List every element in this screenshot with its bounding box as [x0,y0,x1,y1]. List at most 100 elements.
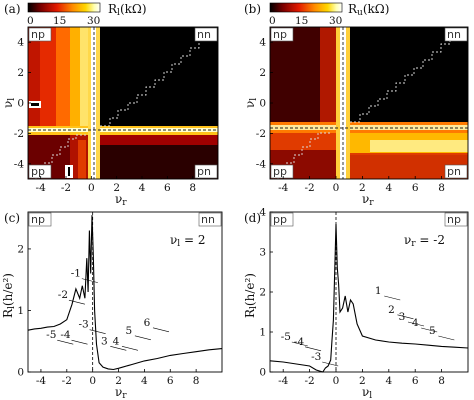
quadrant-b-nn: nn [444,27,468,42]
ytick-label: 4 [259,37,266,49]
ytick-label: -4 [256,158,267,170]
svg-text:np: np [31,28,45,41]
svg-text:nn: nn [447,28,461,41]
label-leader [121,346,139,351]
curve-label: 3 [399,311,406,323]
label-leader [110,346,127,351]
curve-label: -3 [311,351,321,363]
label-leader [152,327,170,333]
quadrant-c-nn: nn [198,212,222,227]
plot-c-annotation: νl = 2 [170,233,206,249]
plot-d-xlabel: νl [362,385,372,400]
xtick-label: 4 [385,375,392,387]
xtick-label: 4 [385,182,392,194]
label-leader [384,295,401,301]
panel-a: (a) 0 15 30 Rl(kΩ) np nn [1,2,219,208]
xtick-label: 8 [438,182,445,194]
xtick-label: -2 [304,375,314,387]
svg-text:pp: pp [273,213,287,226]
label-leader [89,329,106,334]
heatmap-a-xlabel: νr [115,192,127,208]
svg-text:nn: nn [197,28,211,41]
ytick-label: 2 [259,287,266,299]
curve-label: -1 [71,268,81,280]
label-leader [407,321,425,327]
xtick-label: 2 [359,182,366,194]
heatmap-a-ylabel: νl [1,98,17,108]
heatmap-b-xlabel: νr [362,192,374,208]
label-leader [304,346,322,352]
xtick-label: 2 [113,182,120,194]
svg-text:np: np [273,28,287,41]
panel-b-tag: (b) [244,2,261,16]
label-leader [68,299,85,305]
curve-label: 4 [113,335,120,347]
curve-label: -2 [58,289,68,301]
ytick-label: -2 [14,128,24,140]
plot-c-xlabel: νr [115,385,127,400]
xtick-label: -4 [278,182,289,194]
ytick-label: 2 [17,243,24,255]
xtick-label: 6 [167,375,174,387]
colorbar-b [269,2,343,13]
colorbar-b-label: Ru(kΩ) [348,2,389,18]
xtick-label: 0 [89,375,96,387]
ytick-label: 0 [17,98,24,110]
curve-label: -4 [294,336,305,348]
ytick-label: 0 [17,367,24,379]
svg-text:pn: pn [447,165,461,178]
xtick-label: -4 [278,375,289,387]
curve-label: -3 [78,319,88,331]
label-leader [421,327,438,333]
label-leader [134,335,151,341]
label-leader [71,339,88,345]
colorbar-a-tick-0: 0 [27,15,34,27]
xtick-label: 0 [333,182,340,194]
label-leader [57,339,74,345]
xtick-label: 4 [139,182,146,194]
xtick-label: 6 [412,375,419,387]
xtick-label: 0 [333,375,340,387]
xtick-label: 4 [141,375,148,387]
ytick-label: 1 [17,305,24,317]
ytick-label: 0 [259,98,266,110]
ytick-label: 4 [259,207,266,219]
panel-a-tag: (a) [4,2,21,16]
svg-text:nn: nn [201,213,215,226]
xtick-label: -4 [36,375,47,387]
curve-label: 5 [429,325,436,337]
ytick-label: 4 [17,37,24,49]
xtick-label: 2 [359,375,366,387]
series-line [27,215,223,371]
svg-text:pp: pp [273,165,287,178]
colorbar-a [27,2,101,13]
panel-d-tag: (d) [244,211,261,225]
curve-label: -5 [46,329,56,341]
svg-text:np: np [31,213,45,226]
ytick-label: 2 [259,67,266,79]
ytick-label: 2 [17,67,24,79]
curve-label: -4 [60,329,71,341]
quadrant-d-pp: pp [270,212,294,227]
xtick-label: 6 [164,182,171,194]
plot-c-ylabel: Rl(h/e²) [1,273,17,318]
panel-b: (b) 0 15 30 Ru(kΩ) np nn pp pn -4 -2 0 2 4 6 8… [243,2,469,208]
colorbar-b-tick-15: 15 [295,15,308,27]
colorbar-a-tick-30: 30 [87,15,100,27]
panel-c: (c) np nn νl = 2 -4 -2 0 2 4 6 8012-1-2-3-4-53… [1,211,223,400]
svg-text:pp: pp [31,165,45,178]
curve-label: 2 [388,304,395,316]
panel-c-tag: (c) [4,211,20,225]
quadrant-d-np: np [444,212,468,227]
xtick-label: 0 [88,182,95,194]
quadrant-b-pp: pp [270,164,294,179]
xtick-label: 8 [193,375,200,387]
plot-c-frame [27,211,223,373]
heatmap-a-ticks: -4 -2 0 2 4 6 8 -4 -2 0 2 4 [14,37,196,194]
xtick-label: 6 [412,182,419,194]
label-leader [322,361,339,367]
quadrant-b-np: np [270,27,294,42]
xtick-label: -2 [304,182,314,194]
